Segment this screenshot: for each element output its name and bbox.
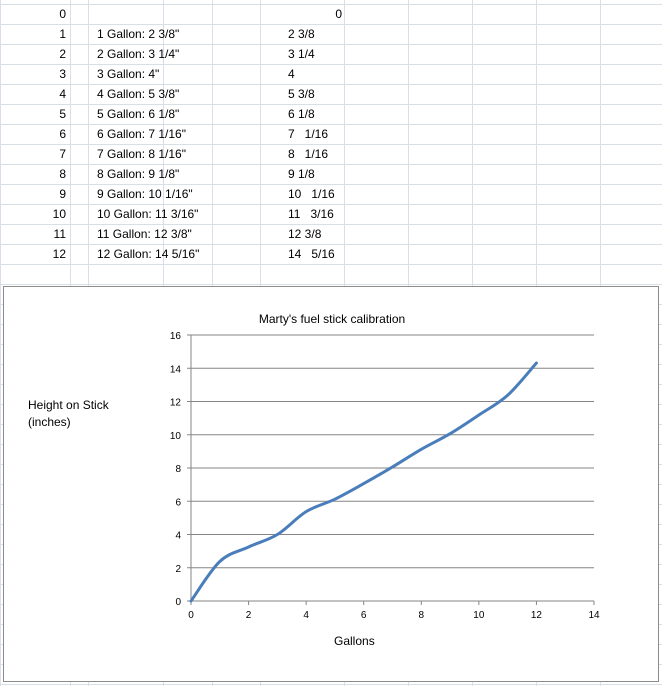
cell-height[interactable]: 6 1/8 (288, 107, 315, 121)
cell-height[interactable]: 3 1/4 (288, 47, 315, 61)
chart-title: Marty's fuel stick calibration (258, 312, 406, 326)
y-tick-label: 12 (170, 398, 182, 409)
cell-description[interactable]: 9 Gallon: 10 1/16" (97, 187, 193, 201)
table-row[interactable]: 5 5 Gallon: 6 1/8" 6 1/8 (0, 104, 662, 124)
cell-description[interactable]: 5 Gallon: 6 1/8" (97, 107, 180, 121)
cell-height[interactable]: 0 (335, 7, 342, 21)
y-tick-label: 10 (170, 431, 182, 442)
table-row[interactable]: 2 2 Gallon: 3 1/4" 3 1/4 (0, 44, 662, 64)
table-row[interactable]: 10 10 Gallon: 11 3/16" 11 3/16 (0, 204, 662, 224)
cell-gallons[interactable]: 2 (59, 47, 66, 61)
y-tick-label: 0 (175, 597, 181, 608)
table-row[interactable]: 8 8 Gallon: 9 1/8" 9 1/8 (0, 164, 662, 184)
table-row[interactable]: 3 3 Gallon: 4" 4 (0, 64, 662, 84)
cell-height[interactable]: 10 1/16 (288, 187, 335, 201)
x-tick-label: 14 (588, 610, 600, 621)
x-tick-label: 0 (188, 610, 194, 621)
table-row[interactable]: 9 9 Gallon: 10 1/16" 10 1/16 (0, 184, 662, 204)
x-axis-label: Gallons (334, 634, 375, 648)
cell-height[interactable]: 12 3/8 (288, 227, 322, 241)
cell-gallons[interactable]: 5 (59, 107, 66, 121)
y-tick-label: 2 (175, 564, 181, 575)
cell-gallons[interactable]: 4 (59, 87, 66, 101)
cell-height[interactable]: 2 3/8 (288, 27, 315, 41)
cell-description[interactable]: 4 Gallon: 5 3/8" (97, 87, 180, 101)
x-tick-label: 4 (303, 610, 309, 621)
cell-height[interactable]: 4 (288, 67, 295, 81)
series-line (189, 361, 538, 603)
cell-description[interactable]: 2 Gallon: 3 1/4" (97, 47, 180, 61)
y-tick-label: 16 (170, 331, 182, 342)
table-row[interactable]: 1 1 Gallon: 2 3/8" 2 3/8 (0, 24, 662, 44)
y-tick-label: 6 (175, 497, 181, 508)
table-row[interactable]: 11 11 Gallon: 12 3/8" 12 3/8 (0, 224, 662, 244)
x-tick-label: 6 (361, 610, 367, 621)
x-tick-label: 10 (473, 610, 485, 621)
cell-height[interactable]: 9 1/8 (288, 167, 315, 181)
table-row[interactable]: 4 4 Gallon: 5 3/8" 5 3/8 (0, 84, 662, 104)
table-row[interactable]: 6 6 Gallon: 7 1/16" 7 1/16 (0, 124, 662, 144)
table-row[interactable]: 7 7 Gallon: 8 1/16" 8 1/16 (0, 144, 662, 164)
cell-description[interactable]: 11 Gallon: 12 3/8" (97, 227, 192, 241)
chart[interactable]: Marty's fuel stick calibration Height on… (3, 286, 659, 682)
y-tick-label: 8 (175, 464, 181, 475)
cell-gallons[interactable]: 1 (59, 27, 66, 41)
cell-description[interactable]: 3 Gallon: 4" (97, 67, 160, 81)
chart-plot-area: 0 2 4 6 8 10 12 14 16 0 2 4 6 8 10 12 14 (170, 331, 600, 621)
x-tick-label: 8 (419, 610, 425, 621)
y-tick-label: 4 (175, 531, 181, 542)
y-tick-label: 14 (170, 364, 182, 375)
cell-gallons[interactable]: 12 (52, 247, 66, 261)
cell-description[interactable]: 6 Gallon: 7 1/16" (97, 127, 186, 141)
cell-description[interactable]: 7 Gallon: 8 1/16" (97, 147, 186, 161)
cell-gallons[interactable]: 0 (59, 7, 66, 21)
cell-description[interactable]: 10 Gallon: 11 3/16" (97, 207, 199, 221)
cell-gallons[interactable]: 11 (53, 227, 66, 241)
cell-height[interactable]: 8 1/16 (288, 147, 329, 161)
cell-description[interactable]: 12 Gallon: 14 5/16" (97, 247, 200, 261)
cell-description[interactable]: 8 Gallon: 9 1/8" (97, 167, 180, 181)
cell-description[interactable]: 1 Gallon: 2 3/8" (97, 27, 180, 41)
cell-gallons[interactable]: 7 (59, 147, 66, 161)
cell-gallons[interactable]: 8 (59, 167, 66, 181)
cell-gallons[interactable]: 6 (59, 127, 66, 141)
cell-gallons[interactable]: 9 (59, 187, 66, 201)
cell-height[interactable]: 7 1/16 (288, 127, 329, 141)
x-tick-label: 12 (531, 610, 543, 621)
table-row[interactable]: 12 12 Gallon: 14 5/16" 14 5/16 (0, 244, 662, 264)
cell-height[interactable]: 11 3/16 (288, 207, 334, 221)
cell-gallons[interactable]: 10 (52, 207, 66, 221)
cell-height[interactable]: 5 3/8 (288, 87, 315, 101)
x-tick-label: 2 (246, 610, 252, 621)
cell-gallons[interactable]: 3 (59, 67, 66, 81)
cell-height[interactable]: 14 5/16 (288, 247, 335, 261)
y-axis-label: Height on Stick (inches) (28, 398, 109, 429)
